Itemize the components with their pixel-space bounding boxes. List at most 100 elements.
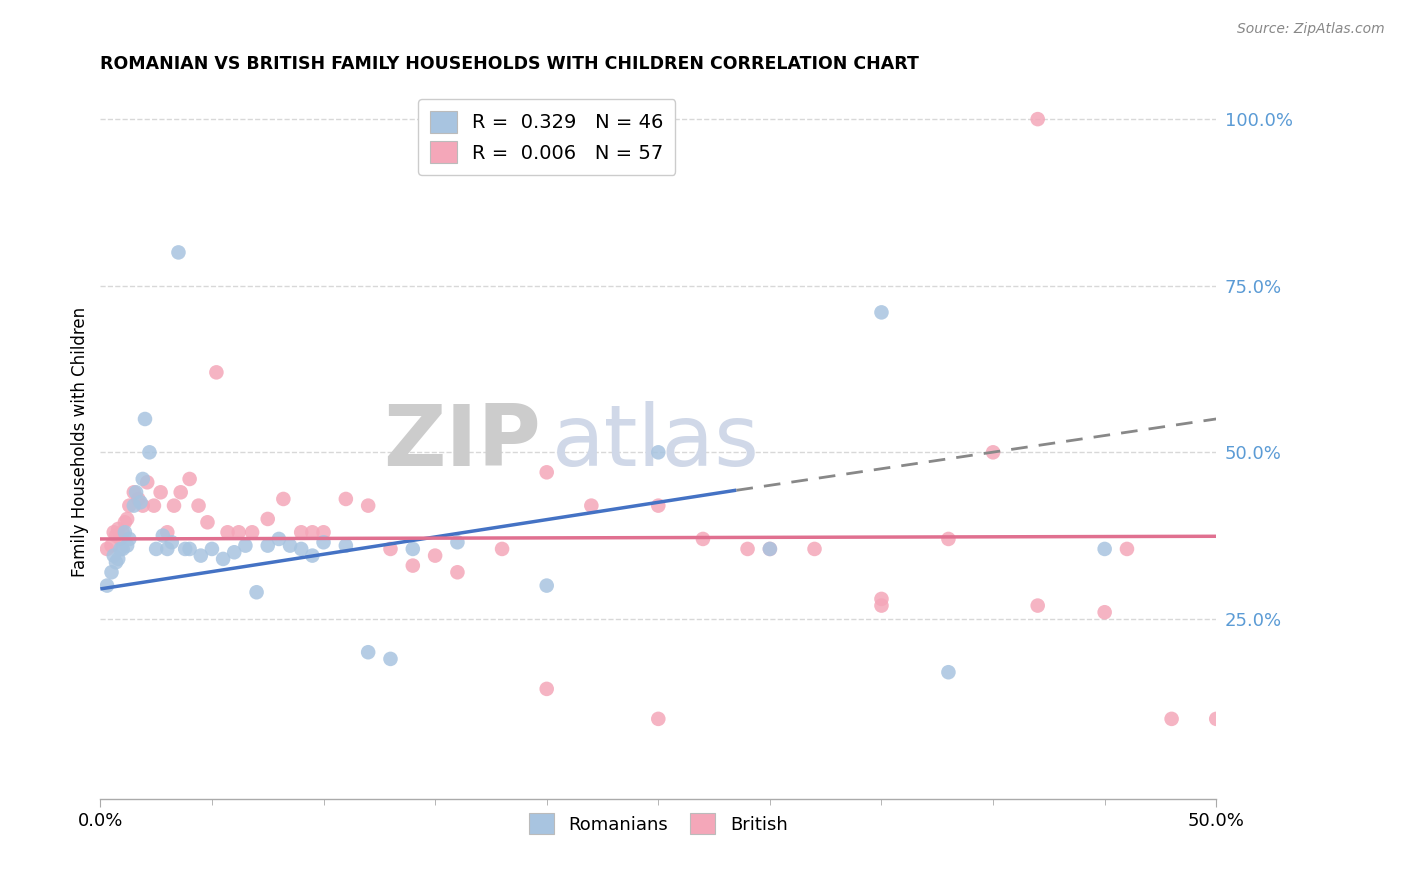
Point xyxy=(115,539,138,553)
Point xyxy=(301,549,323,563)
Point xyxy=(118,499,141,513)
Point xyxy=(190,549,212,563)
Y-axis label: Family Households with Children: Family Households with Children xyxy=(72,307,89,577)
Point xyxy=(170,485,193,500)
Point xyxy=(107,522,129,536)
Point xyxy=(224,545,246,559)
Point xyxy=(149,485,172,500)
Point xyxy=(103,549,125,563)
Point xyxy=(110,541,132,556)
Point xyxy=(125,485,148,500)
Point xyxy=(278,539,301,553)
Point xyxy=(446,566,468,580)
Point xyxy=(273,491,295,506)
Point xyxy=(115,512,138,526)
Point xyxy=(290,525,312,540)
Point xyxy=(145,541,167,556)
Point xyxy=(132,472,155,486)
Point xyxy=(380,652,402,666)
Point xyxy=(127,491,149,506)
Point xyxy=(870,591,893,606)
Point xyxy=(1026,112,1049,127)
Text: ROMANIAN VS BRITISH FAMILY HOUSEHOLDS WITH CHILDREN CORRELATION CHART: ROMANIAN VS BRITISH FAMILY HOUSEHOLDS WI… xyxy=(100,55,920,73)
Point xyxy=(357,499,380,513)
Point xyxy=(228,525,250,540)
Point xyxy=(647,712,669,726)
Point xyxy=(1205,712,1227,726)
Point xyxy=(402,558,425,573)
Point xyxy=(114,525,136,540)
Point xyxy=(267,532,290,546)
Point xyxy=(938,532,960,546)
Point xyxy=(536,578,558,592)
Point xyxy=(104,528,127,542)
Point xyxy=(134,412,156,426)
Point xyxy=(647,499,669,513)
Point xyxy=(335,491,357,506)
Point xyxy=(312,535,335,549)
Point xyxy=(870,599,893,613)
Point xyxy=(96,541,118,556)
Point xyxy=(111,525,134,540)
Point xyxy=(100,539,122,553)
Point xyxy=(1116,541,1139,556)
Point xyxy=(132,499,155,513)
Point xyxy=(107,552,129,566)
Text: ZIP: ZIP xyxy=(384,401,541,483)
Point xyxy=(136,475,159,490)
Point xyxy=(245,585,267,599)
Point xyxy=(174,541,197,556)
Point xyxy=(100,566,122,580)
Point xyxy=(201,541,224,556)
Point xyxy=(759,541,782,556)
Point xyxy=(212,552,235,566)
Legend: Romanians, British: Romanians, British xyxy=(520,805,797,843)
Point xyxy=(96,578,118,592)
Point xyxy=(536,465,558,479)
Point xyxy=(256,539,278,553)
Point xyxy=(179,541,201,556)
Point xyxy=(803,541,825,556)
Point xyxy=(301,525,323,540)
Point xyxy=(981,445,1004,459)
Point xyxy=(290,541,312,556)
Point xyxy=(938,665,960,680)
Point xyxy=(118,532,141,546)
Point xyxy=(647,445,669,459)
Point xyxy=(240,525,263,540)
Point xyxy=(205,365,228,379)
Point xyxy=(759,541,782,556)
Point xyxy=(122,499,145,513)
Text: Source: ZipAtlas.com: Source: ZipAtlas.com xyxy=(1237,22,1385,37)
Point xyxy=(167,245,190,260)
Point xyxy=(110,532,132,546)
Point xyxy=(870,305,893,319)
Point xyxy=(1160,712,1182,726)
Point xyxy=(1094,605,1116,619)
Point xyxy=(402,541,425,556)
Point xyxy=(129,495,152,509)
Point xyxy=(122,485,145,500)
Point xyxy=(256,512,278,526)
Point xyxy=(111,541,134,556)
Point xyxy=(737,541,759,556)
Point xyxy=(357,645,380,659)
Point xyxy=(423,549,446,563)
Point xyxy=(312,525,335,540)
Point xyxy=(491,541,513,556)
Point xyxy=(197,516,219,530)
Point xyxy=(446,535,468,549)
Point xyxy=(581,499,603,513)
Point xyxy=(692,532,714,546)
Point xyxy=(1094,541,1116,556)
Point xyxy=(156,541,179,556)
Point xyxy=(536,681,558,696)
Point xyxy=(104,555,127,569)
Point xyxy=(187,499,209,513)
Text: atlas: atlas xyxy=(553,401,761,483)
Point xyxy=(163,499,186,513)
Point xyxy=(160,535,183,549)
Point xyxy=(138,445,160,459)
Point xyxy=(142,499,165,513)
Point xyxy=(1026,599,1049,613)
